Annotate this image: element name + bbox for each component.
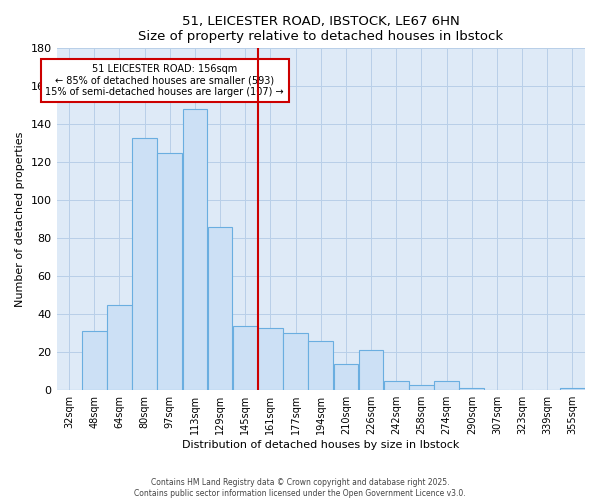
Bar: [283, 333, 308, 390]
Bar: [409, 384, 434, 390]
Bar: [182, 109, 207, 390]
Y-axis label: Number of detached properties: Number of detached properties: [15, 132, 25, 307]
Bar: [82, 332, 107, 390]
Bar: [157, 153, 182, 390]
Text: Contains HM Land Registry data © Crown copyright and database right 2025.
Contai: Contains HM Land Registry data © Crown c…: [134, 478, 466, 498]
Bar: [233, 326, 257, 390]
Bar: [308, 341, 333, 390]
Bar: [359, 350, 383, 390]
Bar: [208, 227, 232, 390]
Bar: [384, 380, 409, 390]
Bar: [434, 380, 459, 390]
Bar: [560, 388, 585, 390]
Bar: [334, 364, 358, 390]
Bar: [460, 388, 484, 390]
Bar: [132, 138, 157, 390]
Title: 51, LEICESTER ROAD, IBSTOCK, LE67 6HN
Size of property relative to detached hous: 51, LEICESTER ROAD, IBSTOCK, LE67 6HN Si…: [138, 15, 503, 43]
Text: 51 LEICESTER ROAD: 156sqm
← 85% of detached houses are smaller (593)
15% of semi: 51 LEICESTER ROAD: 156sqm ← 85% of detac…: [46, 64, 284, 96]
X-axis label: Distribution of detached houses by size in Ibstock: Distribution of detached houses by size …: [182, 440, 460, 450]
Bar: [258, 328, 283, 390]
Bar: [107, 304, 132, 390]
